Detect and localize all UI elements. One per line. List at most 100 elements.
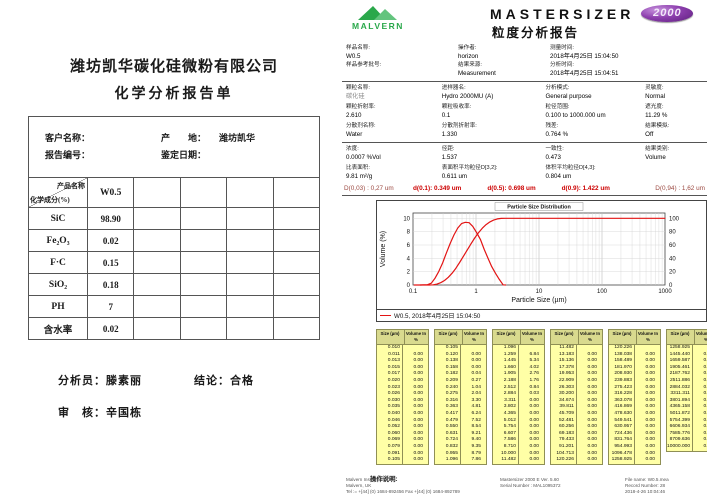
chart-title: Particle Size Distribution — [507, 205, 571, 211]
volume-cell: 3.30 — [471, 397, 481, 403]
info-label: 分析时间: — [550, 62, 574, 68]
volume-cell: 0.00 — [529, 417, 539, 423]
volume-header: Volume In % — [695, 331, 707, 342]
component-label-cell: F·C — [29, 251, 87, 273]
table-row: 0.020 0.00 — [377, 377, 428, 385]
table-row: 1.660 4.02 — [493, 364, 544, 372]
param-value: 1.330 — [441, 131, 458, 138]
stat-cell: 结果类别: Volume — [645, 145, 707, 162]
param-cell: 颗粒折射率: 2.610 — [346, 103, 442, 120]
volume-cell: 0.00 — [471, 351, 481, 357]
size-cell: 2511.886 — [667, 377, 693, 385]
param-value: 0.1 — [441, 112, 451, 119]
table-row: 8709.636 0.00 — [667, 437, 707, 444]
product-name-cell — [272, 177, 319, 207]
param-row: 分散剂名称: Water 分散剂折射率: 1.330 残差: 0.764 % 结果模拟: Of… — [346, 122, 707, 139]
table-row: 10000.000 0.00 — [667, 443, 707, 451]
table-row: 69.183 0.00 — [551, 430, 602, 438]
table-row: 10.000 0.00 — [493, 450, 544, 458]
left-tick-label: 2 — [407, 270, 411, 276]
size-cell: 630.957 — [609, 424, 635, 431]
size-cell: 181.970 — [609, 364, 635, 372]
size-cell: 0.079 — [377, 443, 403, 451]
report-body-box: 客户名称： 产 地： 潍坊凯华 报告编号： 鉴定日期： 产品名称 化学成分(%) W… — [28, 116, 320, 340]
stat-label: 比表面积: — [346, 165, 370, 171]
table-row: 39.811 0.00 — [551, 404, 602, 411]
volume-cell: 0.00 — [703, 424, 707, 430]
param-value: Water — [346, 131, 363, 138]
volume-cell: 0.00 — [645, 397, 655, 403]
stat-cell: 体积平均粒径D[4,3]: 0.804 um — [545, 164, 645, 181]
stat-cell: 一致性: 0.473 — [545, 145, 645, 162]
volume-header: Volume In % — [521, 331, 543, 342]
size-cell: 52.481 — [551, 417, 577, 425]
d-item: d(0.1): 0.349 um — [413, 185, 462, 192]
table-row: 0.631 9.21 — [435, 430, 486, 438]
size-cell: 0.040 — [377, 410, 403, 418]
volume-cell: 0.00 — [645, 384, 655, 390]
table-row: 120.226 0.00 — [551, 457, 602, 464]
size-cell: 0.026 — [377, 391, 403, 398]
corner-component-label: 化学成分(%) — [30, 196, 70, 204]
param-value: Normal — [645, 93, 666, 100]
component-value-cell — [179, 207, 227, 229]
volume-cell: 8.54 — [471, 424, 481, 430]
table-row: 3.802 0.00 — [493, 404, 544, 411]
volume-cell: 0.00 — [645, 351, 655, 357]
size-cell: 3.802 — [493, 404, 519, 411]
table-row: 7585.776 0.00 — [667, 430, 707, 438]
size-header: Size (µm) — [667, 330, 695, 344]
stat-value: 0.0007 %Vol — [346, 154, 381, 161]
volume-cell: 0.00 — [703, 430, 707, 436]
right-tick-label: 0 — [669, 283, 673, 289]
left-tick-label: 6 — [407, 243, 411, 249]
volume-cell: 0.00 — [587, 397, 597, 403]
table-row: 2.188 1.76 — [493, 377, 544, 385]
table-row: 1.096 — [493, 345, 544, 352]
volume-cell: 0.00 — [529, 424, 539, 430]
volume-cell: 0.00 — [413, 417, 423, 423]
size-cell: 120.226 — [609, 345, 635, 352]
x-tick-label: 1 — [474, 289, 478, 295]
volume-cell: 8.79 — [471, 450, 481, 456]
volume-cell: 0.00 — [413, 437, 423, 443]
table-row: 3801.894 0.00 — [667, 397, 707, 405]
size-cell: 0.020 — [377, 377, 403, 385]
report-info-section: 客户名称： 产 地： 潍坊凯华 报告编号： 鉴定日期： — [29, 117, 319, 177]
volume-cell: 0.00 — [645, 457, 655, 463]
table-row: 11.482 — [551, 345, 602, 352]
component-value-cell — [179, 229, 227, 251]
table-row: 26.303 0.00 — [551, 384, 602, 392]
size-cell: 1258.925 — [667, 345, 693, 352]
param-cell: 颗粒名称: 碳化硅 — [346, 84, 442, 101]
footer-line: Serial Number : MAL1095372 — [500, 482, 561, 488]
table-row: 0.417 6.24 — [435, 410, 486, 418]
stat-label: 一致性: — [545, 146, 564, 152]
size-cell: 0.209 — [435, 377, 461, 385]
volume-cell: 0.00 — [471, 364, 481, 370]
table-row: 5011.872 0.00 — [667, 410, 707, 418]
size-cell: 316.228 — [609, 391, 635, 398]
size-cell: 3311.311 — [667, 391, 693, 398]
size-cell: 0.363 — [435, 404, 461, 411]
table-row: 13.183 0.00 — [551, 351, 602, 359]
component-value-cell: 0.02 — [87, 229, 134, 251]
table-row: 1.905 2.76 — [493, 371, 544, 378]
stat-value: 0.611 um — [441, 173, 468, 180]
volume-cell: 4.81 — [471, 404, 481, 410]
table-row: 0.275 2.04 — [435, 391, 486, 398]
table-row: 4.365 0.00 — [493, 410, 544, 418]
volume-cell: 0.00 — [703, 397, 707, 403]
param-label: 结果模拟: — [645, 123, 670, 129]
component-value-cell — [133, 273, 180, 295]
component-value-cell — [272, 273, 319, 295]
size-cell: 1258.925 — [609, 457, 635, 464]
volume-cell — [693, 345, 707, 352]
size-cell: 0.240 — [435, 384, 461, 392]
table-row: 0.182 0.04 — [435, 371, 486, 378]
volume-cell: 0.00 — [529, 443, 539, 449]
info-label: 测量时间: — [550, 45, 574, 51]
param-cell: 分散剂名称: Water — [346, 122, 442, 139]
legend-line-swatch — [380, 315, 391, 316]
